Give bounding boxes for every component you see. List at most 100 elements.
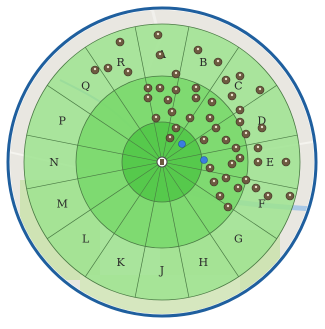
- location-marker-dot: [226, 204, 230, 208]
- location-marker-dot: [238, 119, 242, 123]
- sector-line: [169, 201, 190, 298]
- location-marker-dot: [236, 185, 240, 189]
- sector-line: [26, 169, 123, 190]
- sector-line: [195, 183, 277, 239]
- location-marker-dot: [194, 95, 198, 99]
- location-marker-dot: [260, 125, 264, 129]
- sector-label-c: C: [234, 80, 242, 93]
- location-marker-dot: [210, 99, 214, 103]
- sector-label-e: E: [266, 156, 274, 169]
- sector-label-n: N: [49, 156, 59, 169]
- sector-labels: ABCDEFGHJKLMNPQR: [49, 48, 274, 277]
- location-marker-dot: [158, 85, 162, 89]
- location-marker-dot: [258, 87, 262, 91]
- sector-line: [85, 195, 141, 277]
- location-marker-dot: [208, 165, 212, 169]
- blue-location-marker[interactable]: [200, 156, 208, 164]
- location-marker-dot: [174, 125, 178, 129]
- sector-line-inner: [153, 161, 163, 202]
- sector-line: [47, 85, 129, 141]
- location-marker-dot: [230, 161, 234, 165]
- location-marker-dot: [238, 155, 242, 159]
- sector-line: [134, 26, 155, 123]
- location-marker-dot: [146, 85, 150, 89]
- location-marker-dot: [284, 159, 288, 163]
- location-marker-dot: [256, 159, 260, 163]
- location-marker-dot: [202, 137, 206, 141]
- sector-label-k: K: [117, 256, 126, 269]
- location-marker-dot: [212, 179, 216, 183]
- location-marker-dot: [244, 177, 248, 181]
- sector-line-inner: [161, 139, 196, 163]
- location-marker-dot: [254, 185, 258, 189]
- location-marker-dot: [288, 193, 292, 197]
- location-marker-dot: [188, 115, 192, 119]
- location-marker-dot: [170, 109, 174, 113]
- center-marker[interactable]: [156, 156, 168, 168]
- location-marker-dot: [146, 95, 150, 99]
- location-marker-dot: [154, 115, 158, 119]
- location-marker-dot: [196, 47, 200, 51]
- sector-label-m: M: [57, 197, 68, 210]
- sector-line-inner: [161, 161, 202, 171]
- sector-label-p: P: [59, 115, 67, 128]
- sector-label-g: G: [234, 232, 243, 245]
- location-marker-dot: [126, 69, 130, 73]
- sector-label-h: H: [199, 256, 209, 269]
- location-marker-dot: [106, 65, 110, 69]
- sector-line-inner: [161, 161, 196, 185]
- location-marker-dot: [224, 137, 228, 141]
- location-marker-dot: [218, 193, 222, 197]
- sector-line-inner: [161, 161, 171, 202]
- sector-label-b: B: [199, 56, 207, 69]
- sector-line: [183, 195, 239, 277]
- location-marker-dot: [166, 97, 170, 101]
- location-marker-dot: [238, 73, 242, 77]
- location-marker-dot: [208, 115, 212, 119]
- location-marker-dot: [194, 85, 198, 89]
- location-marker-dot: [230, 93, 234, 97]
- sector-line-inner: [139, 128, 163, 163]
- map-markers: [90, 30, 295, 212]
- location-marker-dot: [244, 131, 248, 135]
- location-marker-dot: [118, 39, 122, 43]
- sector-line-inner: [161, 161, 185, 196]
- sector-line-inner: [161, 128, 185, 163]
- location-marker-dot: [234, 145, 238, 149]
- location-marker-dot: [174, 87, 178, 91]
- sector-label-d: D: [257, 115, 266, 128]
- sector-label-q: Q: [81, 80, 90, 93]
- sector-line-inner: [122, 153, 163, 163]
- sector-label-j: J: [159, 264, 164, 277]
- sector-line: [26, 134, 123, 155]
- sector-line-inner: [139, 161, 163, 196]
- location-marker-dot: [224, 175, 228, 179]
- location-marker-dot: [238, 107, 242, 111]
- sector-label-r: R: [117, 56, 126, 69]
- sector-line-inner: [128, 139, 163, 163]
- sector-line-inner: [128, 161, 163, 185]
- sector-line-inner: [153, 122, 163, 163]
- location-marker-dot: [168, 135, 172, 139]
- location-marker-dot: [216, 59, 220, 63]
- location-marker-dot: [174, 71, 178, 75]
- location-marker-dot: [224, 77, 228, 81]
- location-marker-dot: [266, 193, 270, 197]
- sector-line-inner: [161, 122, 171, 163]
- sector-line: [183, 47, 239, 129]
- sector-lines: [26, 26, 298, 298]
- sector-line-inner: [122, 161, 163, 171]
- location-marker-dot: [158, 52, 162, 56]
- location-marker-dot: [156, 32, 160, 36]
- sector-label-l: L: [82, 232, 90, 245]
- sector-line: [85, 47, 141, 129]
- blue-location-marker[interactable]: [178, 140, 186, 148]
- map-border: [6, 6, 318, 318]
- sector-line: [195, 85, 277, 141]
- sector-line: [47, 183, 129, 239]
- sector-line-inner: [161, 153, 202, 163]
- sector-line: [134, 201, 155, 298]
- sector-label-f: F: [258, 197, 266, 210]
